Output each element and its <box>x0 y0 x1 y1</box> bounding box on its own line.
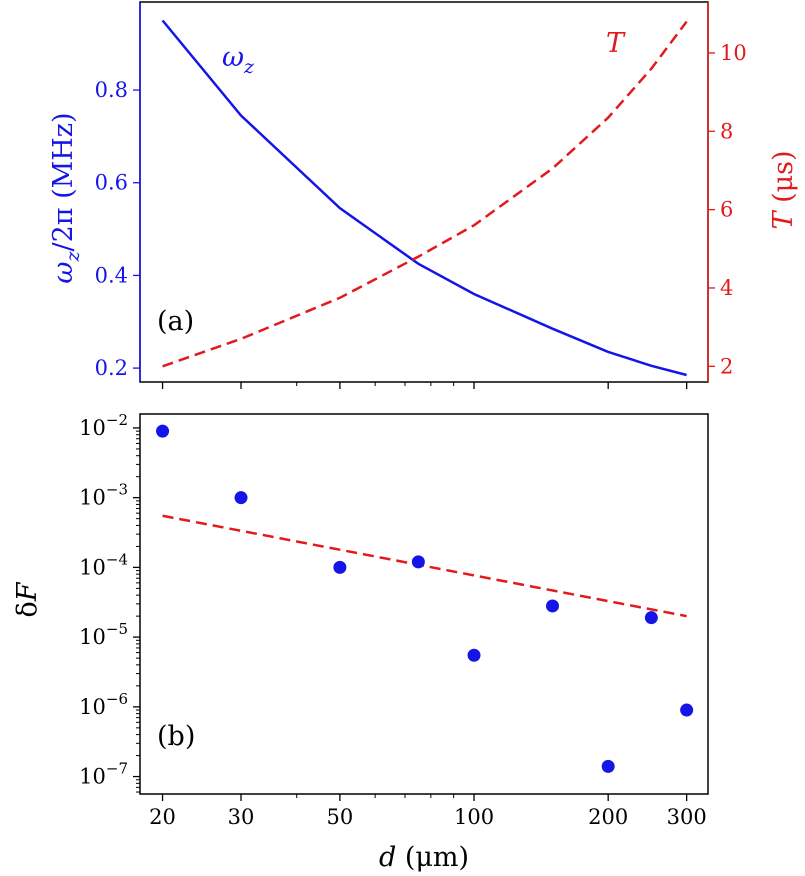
y-tick-exponent: −3 <box>106 481 128 499</box>
right-y-tick-label: 8 <box>720 119 733 143</box>
omega-series-label-sub: z <box>243 56 255 78</box>
panel-b-y-ticks: 10−210−310−410−510−610−7 <box>79 411 140 793</box>
data-point <box>545 599 559 613</box>
left-y-tick-label: 0.4 <box>95 263 128 287</box>
x-tick-label: 20 <box>149 805 176 829</box>
panel-b-x-ticks: 20 30 50 100 200 300 <box>149 794 707 829</box>
right-y-tick-label: 4 <box>720 276 733 300</box>
right-y-tick-label: 6 <box>720 198 733 222</box>
data-point <box>467 648 481 662</box>
data-point <box>411 555 425 569</box>
panel-a-right-y-axis-label: T (μs) <box>768 150 799 229</box>
panel-b: 20 30 50 100 200 300 10−210−310−410−510−610−7… <box>12 411 709 873</box>
T-series-line <box>162 20 688 368</box>
y-tick-label: 10−6 <box>79 690 128 719</box>
panel-a-right-y-ticks: 2 4 6 8 10 <box>707 2 747 382</box>
right-y-label-T: T <box>768 210 799 230</box>
left-y-tick-label: 0.8 <box>95 78 128 102</box>
x-tick-label: 100 <box>454 805 494 829</box>
y-tick-label: 10−5 <box>79 620 128 649</box>
y-tick-base: 10 <box>79 416 106 440</box>
y-tick-label: 10−7 <box>79 760 128 789</box>
y-tick-exponent: −6 <box>106 690 128 708</box>
left-y-tick-label: 0.2 <box>95 356 128 380</box>
y-tick-exponent: −7 <box>106 760 128 778</box>
y-label-delta: δ <box>12 601 43 617</box>
y-tick-base: 10 <box>79 486 106 510</box>
left-y-label-sub: z <box>62 251 84 263</box>
y-tick-base: 10 <box>79 695 106 719</box>
y-tick-label: 10−2 <box>79 411 128 440</box>
data-point <box>333 560 347 574</box>
x-tick-label: 50 <box>327 805 354 829</box>
x-tick-label: 200 <box>588 805 628 829</box>
panel-a-plot-area <box>161 19 688 377</box>
x-tick-label: 30 <box>228 805 255 829</box>
panel-b-plot-area <box>156 424 694 773</box>
y-tick-base: 10 <box>79 625 106 649</box>
panel-a-left-y-axis-label: ωz/2π (MHz) <box>48 112 84 283</box>
y-tick-label: 10−3 <box>79 481 128 510</box>
data-point <box>156 424 170 438</box>
right-y-tick-label: 2 <box>720 354 733 378</box>
panel-a-left-y-ticks: 0.2 0.4 0.6 0.8 <box>95 2 141 382</box>
panel-b-y-axis-label: δF <box>12 581 43 617</box>
data-point <box>644 611 658 625</box>
left-y-tick-label: 0.6 <box>95 171 128 195</box>
left-y-label-rest: /2π (MHz) <box>48 112 79 251</box>
omega-series-label: ωz <box>222 42 255 78</box>
x-label-d: d <box>379 842 396 873</box>
omega-series-line <box>161 19 687 377</box>
x-label-rest: (μm) <box>396 842 469 873</box>
right-y-label-rest: (μs) <box>768 150 799 211</box>
y-label-F: F <box>12 581 43 602</box>
panel-b-label: (b) <box>157 721 195 752</box>
y-tick-label: 10−4 <box>79 550 128 579</box>
y-tick-base: 10 <box>79 555 106 579</box>
data-point <box>680 703 694 717</box>
omega-series-label-symbol: ω <box>222 42 244 73</box>
y-tick-exponent: −5 <box>106 620 128 638</box>
y-tick-exponent: −2 <box>106 411 128 429</box>
data-point <box>601 759 615 773</box>
right-y-tick-label: 10 <box>720 41 747 65</box>
panel-a-x-ticks <box>161 382 688 389</box>
T-series-label: T <box>606 28 626 59</box>
panel-a-label: (a) <box>157 306 194 337</box>
x-tick-label: 300 <box>667 805 707 829</box>
y-tick-base: 10 <box>79 765 106 789</box>
fit-line <box>162 514 687 618</box>
left-y-label-omega: ω <box>48 262 79 284</box>
data-point <box>234 491 248 505</box>
panel-b-x-axis-label: d (μm) <box>379 842 469 873</box>
y-tick-exponent: −4 <box>106 550 128 568</box>
